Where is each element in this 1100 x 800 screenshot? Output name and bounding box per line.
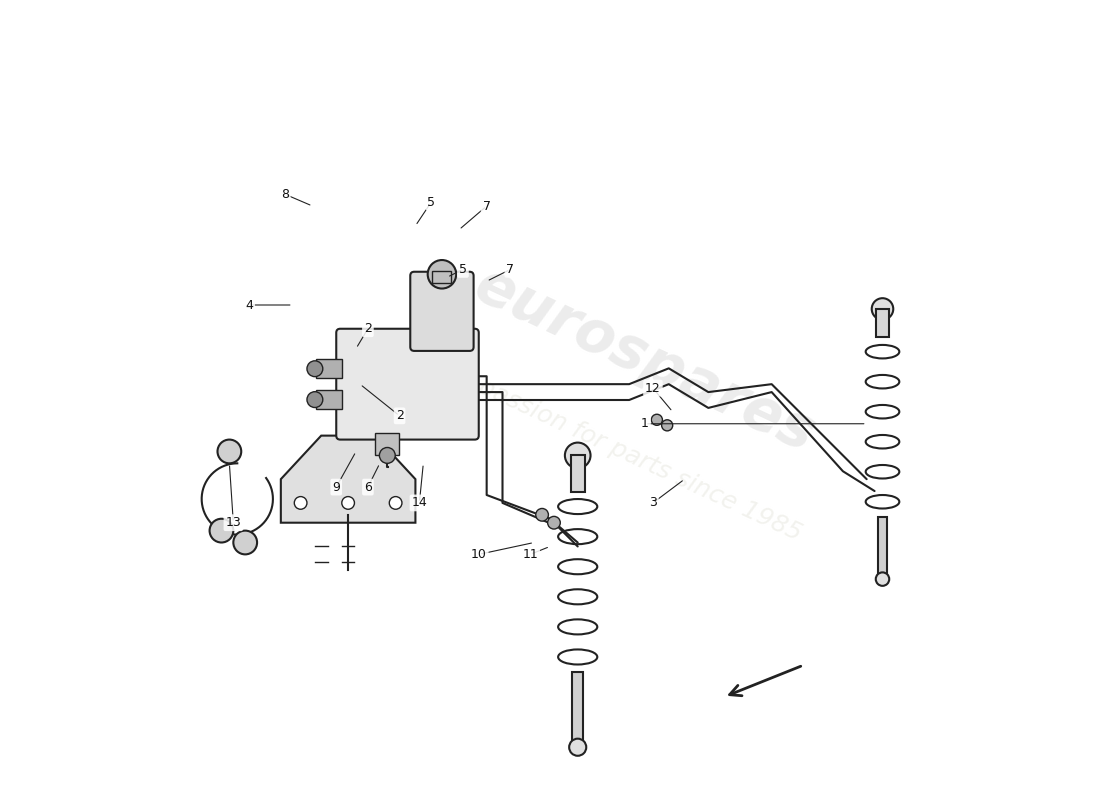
Text: 7: 7 (483, 199, 491, 213)
Text: 12: 12 (645, 382, 661, 394)
Text: 3: 3 (649, 497, 657, 510)
Circle shape (307, 361, 322, 377)
Text: 11: 11 (522, 548, 538, 561)
Text: 7: 7 (506, 263, 515, 276)
Circle shape (342, 497, 354, 510)
FancyBboxPatch shape (410, 272, 474, 351)
Text: 8: 8 (280, 188, 289, 201)
Text: 9: 9 (332, 481, 340, 494)
Text: 5: 5 (427, 195, 436, 209)
Circle shape (389, 497, 402, 510)
Circle shape (565, 442, 591, 468)
Circle shape (233, 530, 257, 554)
Bar (375, 434, 399, 455)
Circle shape (536, 509, 549, 521)
Circle shape (428, 260, 456, 289)
Circle shape (210, 518, 233, 542)
Circle shape (379, 447, 395, 463)
Circle shape (651, 414, 662, 426)
Bar (432, 271, 451, 283)
Circle shape (295, 497, 307, 510)
Bar (317, 359, 342, 378)
Circle shape (661, 420, 673, 431)
Text: 5: 5 (459, 263, 466, 276)
Text: 10: 10 (471, 548, 486, 561)
Text: 2: 2 (364, 322, 372, 335)
Text: 2: 2 (396, 410, 404, 422)
Text: 13: 13 (226, 516, 241, 530)
Text: a passion for parts since 1985: a passion for parts since 1985 (453, 365, 805, 546)
Circle shape (876, 572, 889, 586)
FancyBboxPatch shape (337, 329, 478, 439)
Text: 6: 6 (364, 481, 372, 494)
Circle shape (548, 516, 560, 529)
Bar (572, 672, 583, 742)
Polygon shape (280, 436, 416, 522)
Bar (878, 517, 888, 575)
Circle shape (307, 392, 322, 407)
Circle shape (569, 738, 586, 756)
Text: 4: 4 (245, 298, 253, 311)
Text: 14: 14 (411, 497, 427, 510)
Circle shape (871, 298, 893, 320)
Bar (317, 390, 342, 409)
Circle shape (218, 439, 241, 463)
Text: 1: 1 (641, 418, 649, 430)
Bar (571, 455, 585, 491)
Text: eurospares: eurospares (465, 257, 824, 464)
Bar (877, 309, 889, 337)
